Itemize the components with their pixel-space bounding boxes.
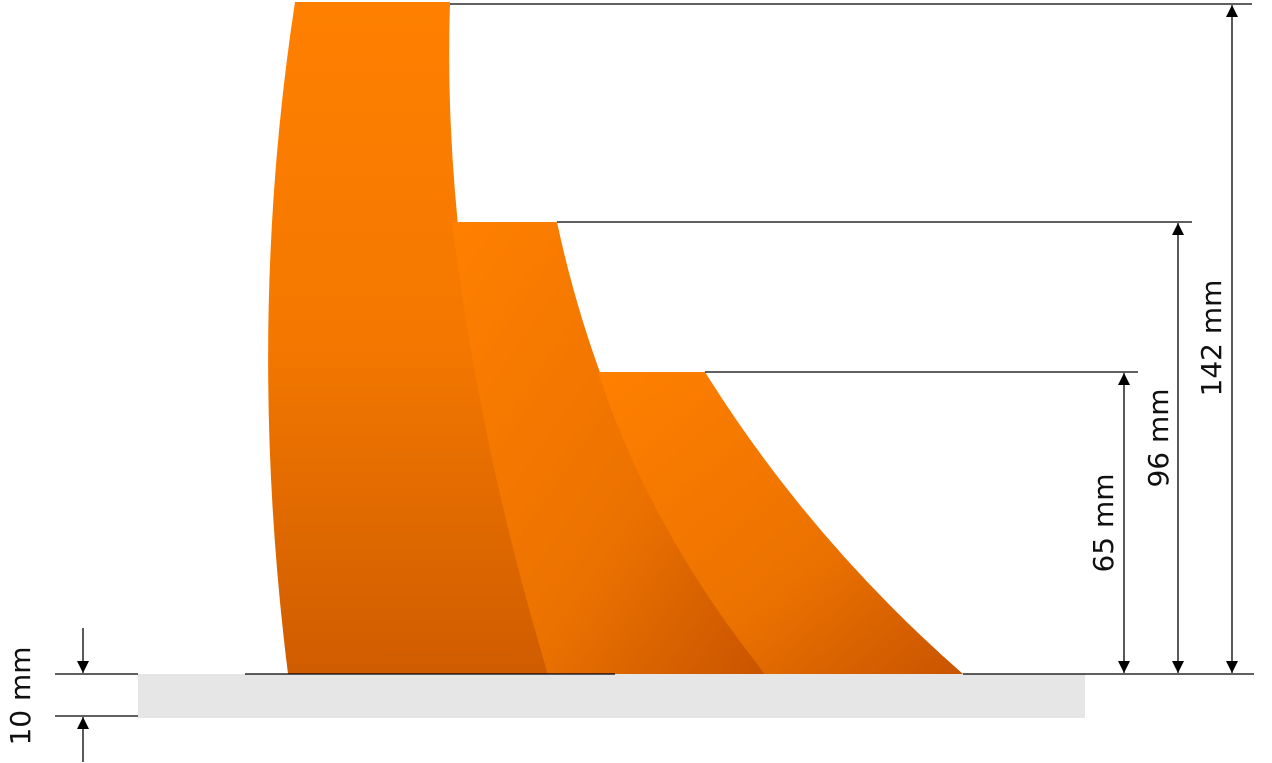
- dimension-label: 96 mm: [1142, 388, 1175, 487]
- dimension-label: 142 mm: [1195, 280, 1228, 397]
- short-blade: [598, 372, 963, 674]
- dimension-label: 65 mm: [1087, 473, 1120, 572]
- tall-blade: [268, 2, 548, 674]
- base-plate: [138, 674, 1085, 718]
- dimension-label: 10 mm: [4, 646, 37, 745]
